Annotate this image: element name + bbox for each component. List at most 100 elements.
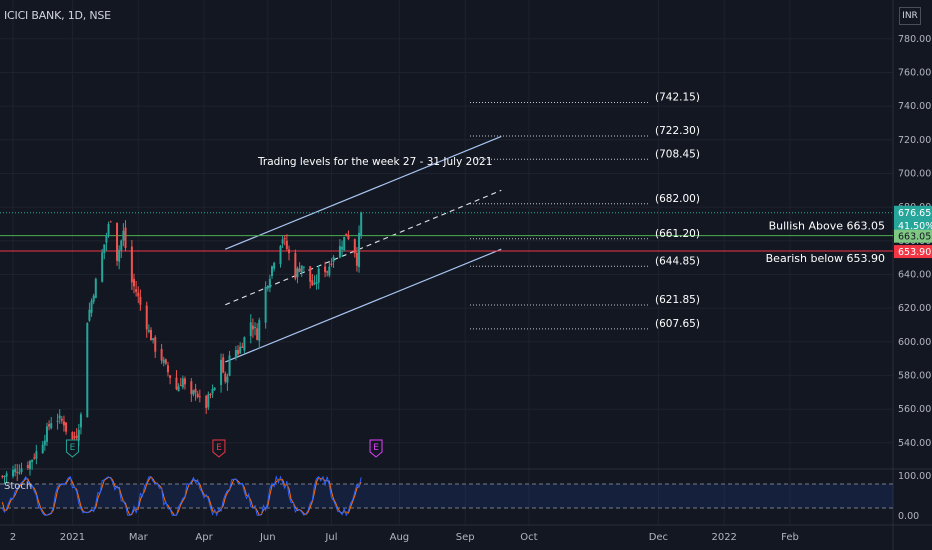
price-badge xyxy=(894,245,932,259)
candle-body xyxy=(249,322,252,337)
candle-body xyxy=(338,246,341,258)
candle-body xyxy=(213,387,216,390)
candle-body xyxy=(90,300,93,313)
candle-body xyxy=(130,246,133,283)
candle-body xyxy=(207,394,210,408)
trading-level-label: (682.00) xyxy=(655,193,700,205)
candle-body xyxy=(77,429,80,441)
candle-body xyxy=(271,266,274,276)
candle-body xyxy=(222,357,225,373)
y-tick-label: 540.00 xyxy=(898,438,931,449)
candle-body xyxy=(205,395,208,408)
candle-body xyxy=(226,376,229,383)
chart-title: ICICI BANK, 1D, NSE xyxy=(4,9,111,22)
candle-body xyxy=(234,350,237,358)
candle-body xyxy=(31,459,34,463)
candle-body xyxy=(360,212,363,237)
price-badge-last-change: 41.50% xyxy=(898,221,932,232)
candle-body xyxy=(120,240,123,251)
candle-body xyxy=(317,268,320,283)
candle-body xyxy=(237,349,240,355)
level-line-label: Bearish below 653.90 xyxy=(766,252,885,265)
candle-body xyxy=(355,252,358,266)
candle-body xyxy=(58,415,61,419)
candle-body xyxy=(164,359,167,364)
candle-body xyxy=(341,246,344,250)
candle-body xyxy=(105,235,108,243)
price-badge-label: 663.05 xyxy=(898,232,931,243)
candle-body xyxy=(94,278,97,299)
candle-body xyxy=(268,278,271,288)
candle-body xyxy=(162,359,165,363)
candle-body xyxy=(311,280,314,286)
x-tick-label: 2021 xyxy=(60,532,85,543)
candle-body xyxy=(283,238,286,240)
trading-level-label: (742.15) xyxy=(655,92,700,104)
price-badge-last-label: 676.65 xyxy=(898,208,931,219)
candle-body xyxy=(279,245,282,265)
stochastic-label: Stoch xyxy=(4,481,33,492)
earnings-marker-icon xyxy=(65,439,79,458)
price-badge-label: 653.90 xyxy=(898,247,931,258)
candle-body xyxy=(166,365,169,373)
candle-body xyxy=(198,396,201,398)
candle-body xyxy=(33,457,36,459)
candle-body xyxy=(18,472,21,474)
candle-body xyxy=(107,224,110,235)
candle-body xyxy=(1,476,4,478)
candle-body xyxy=(224,373,227,382)
x-tick-label: 2 xyxy=(10,532,16,543)
candle-body xyxy=(298,268,301,272)
x-tick-label: Sep xyxy=(456,532,475,543)
candle-body xyxy=(326,271,329,273)
x-tick-label: Jun xyxy=(259,532,276,543)
y-tick-label: 600.00 xyxy=(898,337,931,348)
candle-body xyxy=(281,239,284,244)
stoch-k-line xyxy=(1,474,362,517)
earnings-marker-label: E xyxy=(70,443,76,453)
x-tick-label: Mar xyxy=(129,532,149,543)
candle-body xyxy=(315,282,318,284)
y-tick-label: 720.00 xyxy=(898,135,931,146)
y-tick-label: 560.00 xyxy=(898,404,931,415)
candle-body xyxy=(62,421,65,426)
candle-body xyxy=(181,378,184,388)
earnings-marker-label: E xyxy=(216,443,222,453)
channel-lower-line xyxy=(225,248,502,363)
candle-body xyxy=(294,253,297,279)
x-tick-label: Oct xyxy=(520,532,537,543)
y-tick-label: 740.00 xyxy=(898,101,931,112)
candle-body xyxy=(285,240,288,250)
candle-body xyxy=(43,440,46,446)
y-tick-label: 760.00 xyxy=(898,67,931,78)
candle-body xyxy=(3,476,6,478)
candle-body xyxy=(177,386,180,392)
candle-body xyxy=(183,378,186,385)
candle-body xyxy=(116,222,119,261)
candle-body xyxy=(175,377,178,390)
candle-body xyxy=(65,422,68,432)
earnings-marker-icon xyxy=(369,439,383,458)
x-tick-label: Apr xyxy=(195,532,213,543)
earnings-marker-label: E xyxy=(373,443,379,453)
y-tick-label: 620.00 xyxy=(898,303,931,314)
candle-body xyxy=(71,432,74,440)
candle-body xyxy=(220,359,223,385)
candle-body xyxy=(92,295,95,302)
candle-body xyxy=(147,330,150,332)
candle-body xyxy=(152,338,155,341)
candle-body xyxy=(28,461,31,470)
candle-body xyxy=(133,279,136,287)
candle-body xyxy=(149,329,152,341)
trading-level-label: (621.85) xyxy=(655,294,700,306)
candle-body xyxy=(209,393,212,396)
candle-body xyxy=(353,239,356,254)
stoch-tick-label: 0.00 xyxy=(898,511,919,522)
candle-body xyxy=(139,296,142,305)
stoch-band xyxy=(0,484,893,508)
candle-body xyxy=(41,444,44,454)
currency-button[interactable]: INR xyxy=(899,7,921,25)
candle-body xyxy=(264,286,267,323)
